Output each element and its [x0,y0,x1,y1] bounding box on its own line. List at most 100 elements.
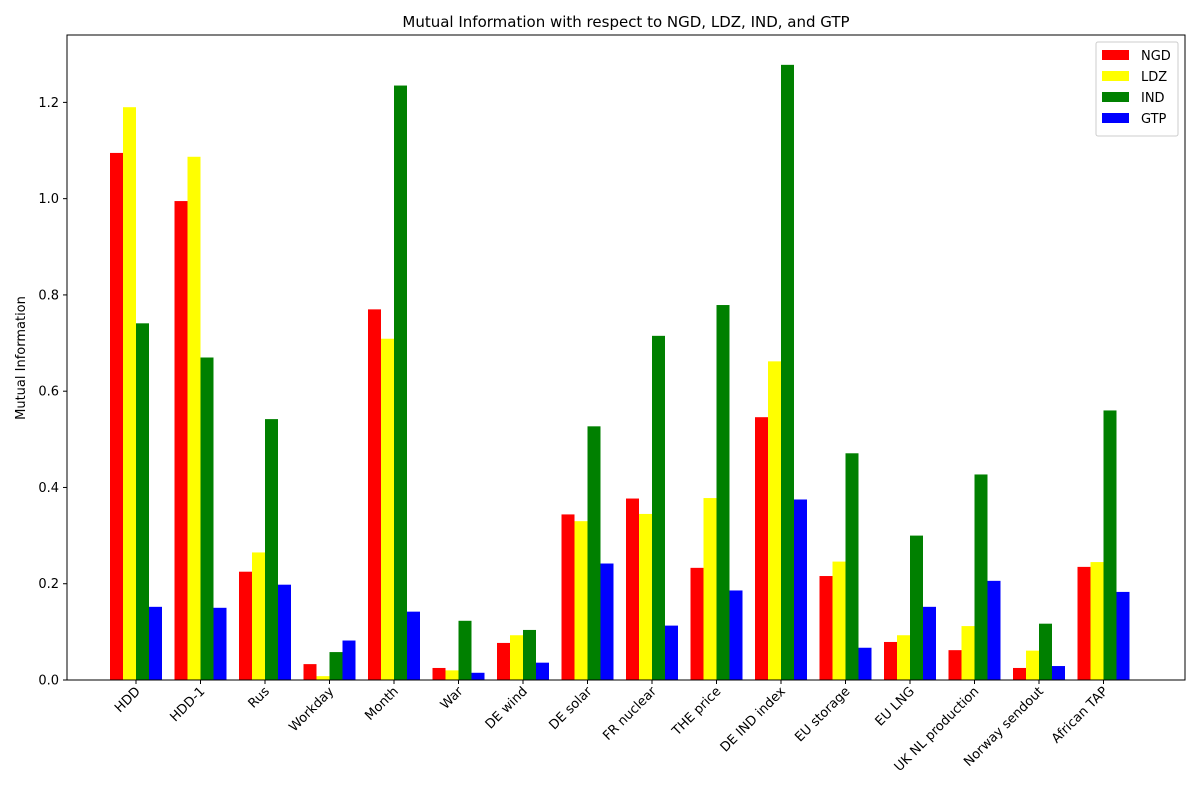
bar-ldz-5 [445,670,459,680]
bar-ind-0 [136,323,149,680]
bar-gtp-11 [858,647,872,680]
bar-ngd-7 [561,514,575,680]
x-axis: HDD HDD-1 Rus Workday Month War DE wind DE sola… [112,680,1111,775]
bar-ldz-1 [187,156,201,680]
y-axis: 0.0 0.2 0.4 0.6 0.8 1.0 1.2 [38,96,67,689]
bar-ldz-13 [961,626,975,680]
legend-label-ngd: NGD [1141,49,1171,64]
bar-ind-11 [845,453,859,680]
bar-ind-2 [265,419,278,680]
legend-box [1095,41,1179,137]
legend-label-ind: IND [1141,91,1165,106]
bar-ngd-11 [819,576,833,680]
bar-ngd-3 [303,664,317,680]
bar-gtp-12 [923,606,936,680]
bar-ngd-14 [1013,667,1026,680]
y-tick-label: 0.8 [38,288,59,303]
bar-gtp-3 [342,640,356,680]
bar-ind-4 [394,85,407,681]
bar-gtp-10 [794,499,807,680]
x-tick-label: HDD-1 [167,684,208,725]
bar-ngd-8 [626,498,639,680]
bar-gtp-14 [1052,666,1065,680]
x-tick-label: Workday [287,684,338,735]
bar-ldz-0 [123,107,136,681]
bar-gtp-5 [471,672,485,680]
bar-ind-3 [329,652,343,680]
x-tick-label: EU LNG [873,684,918,729]
legend-swatch-ngd [1102,50,1129,60]
y-axis-label: Mutual Information [14,296,29,420]
bar-ldz-8 [639,513,652,680]
bar-ngd-5 [432,667,446,680]
bar-ldz-10 [768,361,781,680]
bar-ind-8 [652,335,665,680]
bar-ldz-3 [316,676,330,680]
bar-gtp-9 [729,590,743,680]
y-tick-label: 0.4 [38,481,59,496]
x-tick-label: DE wind [483,684,531,732]
legend-label-gtp: GTP [1141,112,1167,127]
y-tick-label: 0.0 [38,674,59,689]
x-tick-label: FR nuclear [600,684,660,744]
x-tick-label: DE IND index [718,684,789,755]
x-tick-label: HDD [112,684,144,716]
chart-title: Mutual Information with respect to NGD, … [402,13,849,31]
x-tick-label: Month [362,684,401,723]
y-tick-label: 1.0 [38,192,59,207]
legend-swatch-ldz [1102,71,1129,81]
bar-ngd-0 [110,152,123,681]
x-tick-label: African TAP [1049,684,1111,746]
bar-ngd-2 [239,571,252,680]
bar-gtp-7 [600,563,614,680]
bar-gtp-15 [1116,591,1130,680]
plot-frame [66,34,1186,681]
x-tick-label: THE price [669,684,724,739]
bar-ngd-6 [497,642,510,680]
y-tick-label: 0.2 [38,577,59,592]
bar-ngd-1 [174,201,188,681]
bar-ngd-13 [948,650,962,680]
bar-ldz-15 [1090,562,1104,680]
bar-ldz-12 [897,635,910,680]
bar-ind-12 [910,535,923,680]
bars-group [110,64,1130,681]
bar-gtp-4 [407,611,420,680]
bar-ngd-15 [1077,566,1091,680]
legend-swatch-ind [1102,92,1129,102]
bar-ind-1 [200,357,214,680]
bar-ldz-11 [832,561,846,680]
bar-gtp-1 [213,607,227,680]
bar-ind-5 [458,620,472,680]
bar-ind-13 [974,474,988,680]
bar-ind-10 [781,64,794,681]
bar-ldz-7 [574,521,588,680]
bar-ind-14 [1039,623,1052,680]
bar-ldz-6 [510,635,523,680]
bar-ngd-4 [368,309,381,680]
bar-ind-7 [587,426,601,680]
x-tick-label: War [438,684,467,713]
bar-ind-6 [523,629,536,680]
bar-gtp-6 [536,662,549,680]
x-tick-label: Rus [246,684,273,711]
bar-ldz-4 [381,338,394,680]
bar-gtp-13 [987,580,1001,680]
legend: NGD LDZ IND GTP [1095,41,1179,137]
bar-ldz-14 [1026,650,1039,680]
bar-ind-9 [716,305,730,680]
legend-swatch-gtp [1102,113,1129,123]
bar-gtp-8 [665,625,678,680]
legend-label-ldz: LDZ [1141,70,1167,85]
y-tick-label: 0.6 [38,385,59,400]
bar-gtp-2 [278,584,291,680]
y-tick-label: 1.2 [38,96,59,111]
bar-gtp-0 [149,606,162,680]
bar-ind-15 [1103,410,1117,680]
x-tick-label: EU storage [792,684,853,745]
bar-ngd-12 [884,641,897,680]
bar-ldz-2 [252,552,265,680]
x-tick-label: DE solar [547,684,596,733]
bar-ngd-10 [755,417,768,680]
